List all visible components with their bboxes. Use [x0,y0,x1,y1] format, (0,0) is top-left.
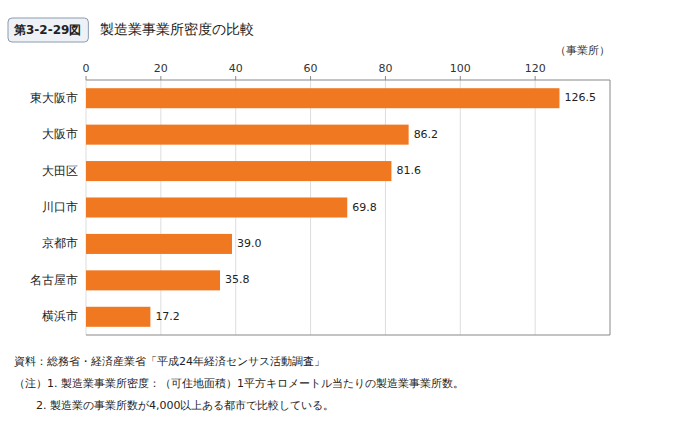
data-label: 35.8 [225,273,250,286]
category-label: 川口市 [42,200,78,214]
tick-label: 60 [304,62,318,75]
tick-label: 20 [154,62,168,75]
footnote: （注）1. 製造業事業所密度：（可住地面積）1平方キロメートル当たりの製造業事業… [14,377,464,390]
bar [86,161,391,181]
category-label: 横浜市 [42,309,78,323]
grid-line [460,80,461,335]
category-label: 東大阪市 [30,91,78,105]
tick-label: 100 [450,62,471,75]
axis-line [86,80,610,81]
data-label: 39.0 [237,237,262,250]
tick-label: 0 [83,62,90,75]
bar [86,88,559,108]
axis-line [86,335,610,336]
category-label: 大田区 [42,164,78,178]
grid-line [385,80,386,335]
tick-label: 120 [525,62,546,75]
data-label: 69.8 [352,201,377,214]
grid [86,80,535,335]
figure-number: 第3-2-29図 [13,23,81,37]
data-labels: 126.5 86.2 81.6 69.8 39.0 35.8 17.2 [155,91,596,323]
category-label: 京都市 [42,236,78,250]
axis-label: （事業所） [555,44,610,57]
footnotes: 資料：総務省・経済産業省「平成24年経済センサス活動調査」 （注）1. 製造業事業… [14,355,464,412]
data-label: 81.6 [396,164,421,177]
header: 第3-2-29図 製造業事業所密度の比較 [8,18,254,42]
grid-line [535,80,536,335]
data-label: 86.2 [414,128,439,141]
figure-number-box [8,18,88,42]
bars [86,88,559,327]
bar [86,197,347,217]
tick-mark [160,76,161,80]
category-label: 大阪市 [42,127,78,141]
tick-mark [535,76,536,80]
category-label: 名古屋市 [30,273,78,287]
bar [86,270,220,290]
tick-mark [385,76,386,80]
footnote: 資料：総務省・経済産業省「平成24年経済センサス活動調査」 [14,355,325,368]
footnote: 2. 製造業の事業所数が4,000以上ある都市で比較している。 [14,399,334,412]
axis-line [610,80,611,335]
tick-mark [235,76,236,80]
bar [86,234,232,254]
tick-mark [310,76,311,80]
tick-label: 40 [229,62,243,75]
bar [86,125,409,145]
data-label: 126.5 [564,91,596,104]
bar [86,307,150,327]
tick-mark [86,76,87,80]
x-axis: 0 20 40 60 80 100 120 （事業所） [83,44,611,335]
tick-label: 80 [378,62,392,75]
title: 製造業事業所密度の比較 [100,21,254,37]
chart: 第3-2-29図 製造業事業所密度の比較 0 20 40 60 80 100 120 （事業所） 東… [0,0,691,429]
y-axis: 東大阪市大阪市大田区川口市京都市名古屋市横浜市 [30,91,78,324]
data-label: 17.2 [155,310,180,323]
tick-mark [460,76,461,80]
